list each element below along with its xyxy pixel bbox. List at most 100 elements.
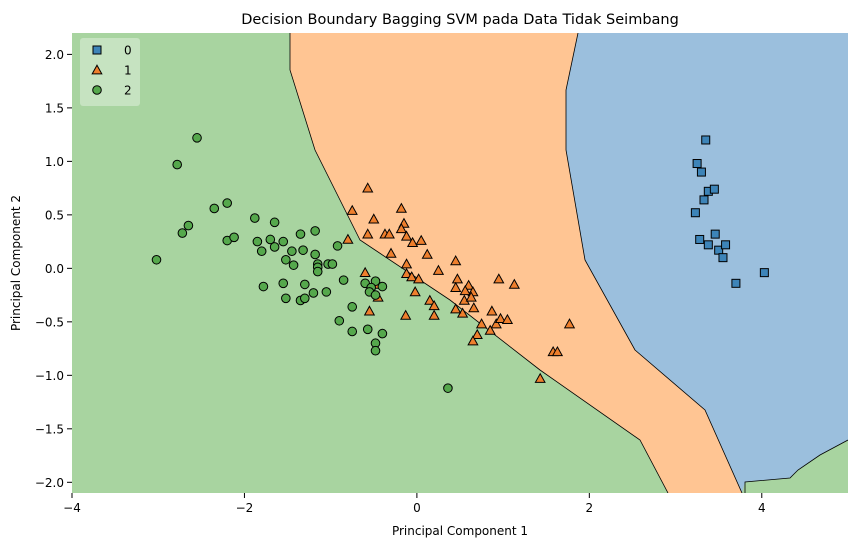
point-class-1	[501, 313, 514, 325]
point-class-2	[278, 236, 289, 247]
point-class-1	[471, 328, 483, 340]
point-class-1	[395, 222, 408, 234]
point-class-0	[718, 253, 728, 263]
point-class-1	[362, 228, 374, 239]
point-class-1	[484, 324, 496, 335]
point-class-1	[465, 291, 477, 302]
x-tick-label: 4	[758, 501, 766, 515]
x-tick-label: 2	[586, 501, 594, 515]
point-class-2	[209, 203, 220, 214]
point-class-1	[383, 228, 395, 239]
point-class-2	[269, 242, 280, 252]
point-class-1	[432, 264, 445, 275]
legend-marker-2	[92, 85, 102, 95]
point-class-1	[346, 204, 358, 215]
point-class-1	[412, 273, 425, 284]
point-class-0	[692, 159, 702, 169]
chart-title: Decision Boundary Bagging SVM pada Data …	[241, 12, 679, 28]
point-class-2	[443, 383, 453, 393]
point-class-2	[298, 245, 308, 255]
x-tick-label: 0	[413, 501, 421, 515]
point-class-0	[731, 278, 741, 288]
point-class-1	[486, 305, 498, 316]
point-class-2	[347, 302, 358, 312]
point-class-2	[229, 232, 239, 243]
point-class-2	[288, 260, 299, 270]
point-class-1	[368, 213, 380, 224]
scatter-points	[151, 133, 769, 393]
point-class-0	[710, 229, 720, 239]
region-class-1	[290, 33, 742, 493]
point-class-1	[400, 267, 413, 279]
point-class-2	[281, 254, 291, 265]
point-class-1	[551, 345, 564, 357]
legend-label: 0	[124, 44, 132, 58]
point-class-2	[310, 226, 320, 236]
y-tick-label: 1.5	[45, 101, 64, 115]
x-tick-label: −2	[236, 501, 254, 515]
point-class-1	[467, 335, 479, 346]
legend-marker-0	[92, 45, 102, 55]
point-class-2	[278, 278, 289, 289]
point-class-2	[334, 315, 345, 326]
point-class-1	[450, 303, 462, 314]
point-class-2	[258, 281, 269, 292]
point-class-1	[421, 248, 433, 259]
point-class-1	[409, 286, 421, 297]
axes: −4 −2 0 2 4 −2.0 −1.5 −1.0 −0.5 0.0 0.5 1.0 1.5 2.0	[35, 48, 766, 515]
point-class-1	[342, 233, 354, 244]
point-class-0	[699, 195, 709, 205]
x-tick-label: −4	[63, 501, 81, 515]
point-class-2	[249, 213, 260, 223]
point-class-1	[400, 309, 412, 320]
y-tick-label: 0.0	[45, 262, 64, 276]
point-class-1	[494, 312, 507, 323]
point-class-0	[759, 268, 769, 278]
point-class-1	[385, 247, 397, 258]
point-class-1	[400, 258, 413, 269]
point-class-2	[177, 228, 188, 238]
point-class-2	[281, 293, 291, 304]
point-class-1	[490, 318, 502, 329]
boundary-line-1	[289, 33, 669, 493]
point-class-1	[424, 294, 436, 305]
legend-marker-1	[91, 64, 103, 75]
point-class-2	[222, 198, 232, 208]
point-class-0	[696, 167, 706, 177]
y-tick-label: −2.0	[35, 476, 64, 490]
point-class-1	[395, 202, 408, 213]
y-tick-label: −0.5	[35, 315, 64, 329]
point-class-2	[265, 234, 276, 245]
region-class-0	[566, 33, 848, 493]
decision-regions	[72, 33, 848, 493]
point-class-2	[287, 246, 297, 257]
point-class-1	[451, 273, 464, 284]
legend-label: 1	[124, 64, 132, 78]
point-class-2	[321, 287, 332, 297]
point-class-1	[428, 309, 440, 320]
point-class-2	[300, 279, 310, 290]
point-class-2	[312, 266, 323, 277]
point-class-2	[362, 324, 373, 335]
point-class-2	[151, 254, 162, 265]
point-class-1	[363, 305, 376, 316]
point-class-2	[377, 328, 388, 339]
x-axis-label: Principal Component 1	[392, 524, 528, 538]
y-tick-label: 0.5	[45, 208, 64, 222]
y-tick-label: 1.0	[45, 155, 64, 169]
point-class-1	[450, 255, 462, 266]
point-class-2	[370, 290, 381, 300]
point-class-0	[695, 234, 705, 244]
point-class-2	[256, 246, 267, 257]
point-class-0	[690, 208, 700, 218]
boundary-line-3	[744, 439, 848, 493]
point-class-2	[172, 159, 182, 170]
point-class-1	[459, 284, 471, 296]
point-class-1	[400, 230, 413, 241]
point-class-1	[475, 318, 488, 329]
point-class-0	[709, 184, 719, 194]
point-class-2	[192, 133, 202, 143]
point-class-0	[703, 240, 713, 250]
point-class-2	[269, 217, 280, 228]
